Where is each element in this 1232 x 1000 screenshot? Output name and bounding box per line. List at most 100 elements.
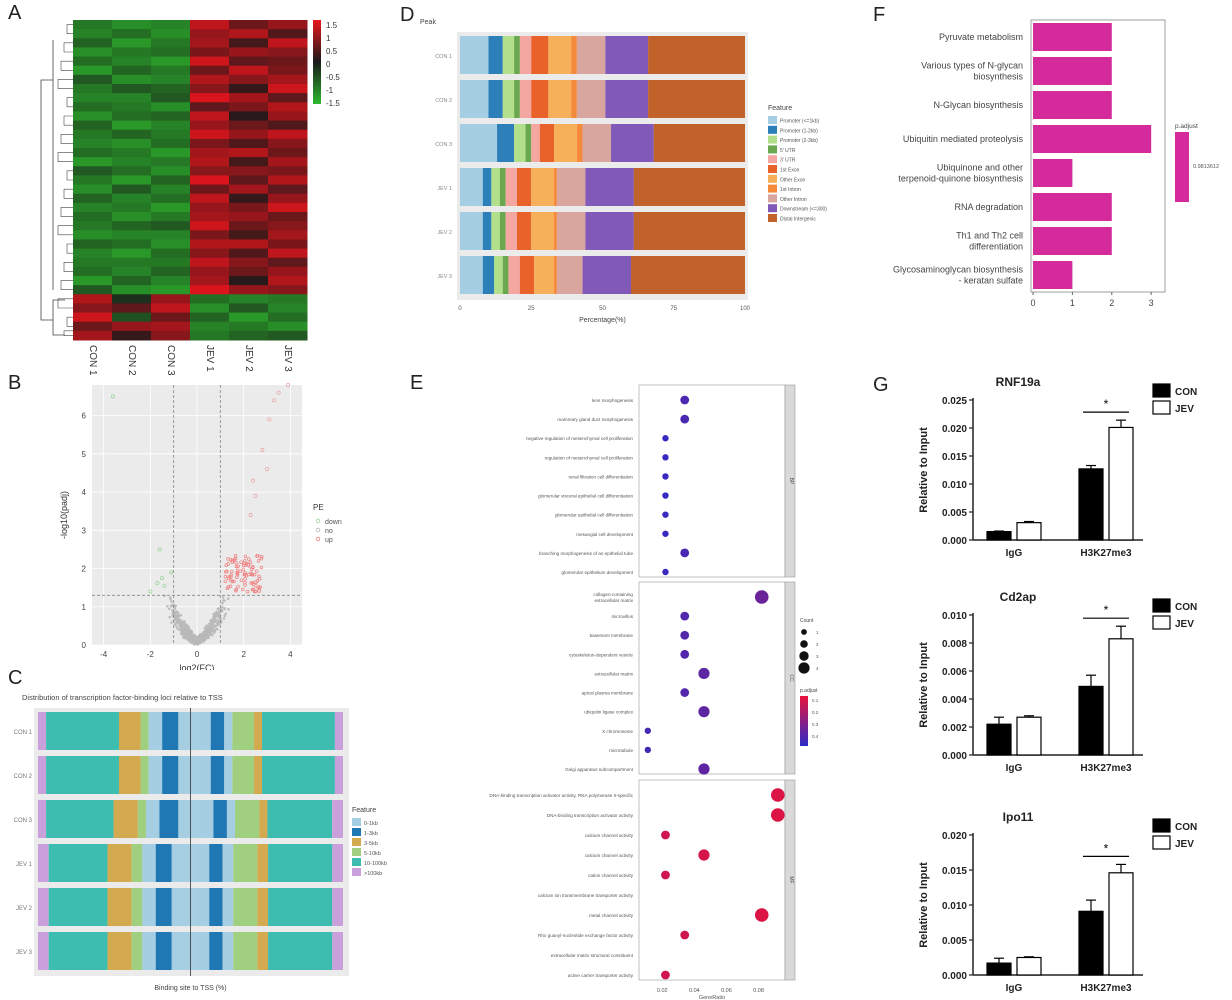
stacked-segment <box>48 888 108 926</box>
point-no <box>173 614 177 617</box>
bar <box>1016 716 1042 756</box>
heatmap-cell <box>229 166 269 176</box>
heatmap-cell <box>190 212 230 222</box>
colorbar-tick: 1 <box>326 34 331 43</box>
colorbar-tick: -1.5 <box>326 99 340 108</box>
point-no <box>211 618 215 621</box>
point-no <box>180 629 183 633</box>
heatmap-cell <box>190 120 230 131</box>
heatmap-cell <box>151 193 191 204</box>
stacked-segment <box>519 256 535 294</box>
heatmap-cell <box>112 65 152 76</box>
bar <box>1033 125 1152 153</box>
row-label: CON 3 <box>14 818 33 824</box>
stacked-segment <box>556 212 586 250</box>
heatmap-cell <box>151 93 191 103</box>
legend-swatch <box>352 848 361 856</box>
legend-label: JEV <box>1175 619 1194 630</box>
heatmap-cell <box>229 294 269 304</box>
heatmap-cell <box>73 129 113 140</box>
term-label: glomerular epithelial cell differentiati… <box>555 513 633 518</box>
term-label: renal filtration cell differentiation <box>568 474 633 479</box>
legend-title: Count <box>800 618 814 624</box>
legend-label: JEV <box>1175 404 1194 415</box>
heatmap-cell <box>268 276 308 286</box>
heatmap-cell <box>112 257 152 268</box>
legend-swatch <box>352 838 361 846</box>
legend-marker <box>800 640 808 648</box>
stacked-segment <box>222 932 234 970</box>
heatmap-cell <box>229 29 269 39</box>
heatmap-cell <box>112 29 152 39</box>
heatmap-cell <box>73 193 113 204</box>
legend-label: 3 <box>816 654 819 659</box>
point-up <box>247 557 251 561</box>
x-tick-label: 0.02 <box>657 988 668 994</box>
heatmap-cell <box>73 74 113 85</box>
category-label: biosynthesis <box>973 72 1023 82</box>
y-tick-label: 4 <box>82 488 87 497</box>
x-tick-label: H3K27me3 <box>1080 763 1132 774</box>
dendrogram-branch <box>63 261 73 272</box>
point-no <box>216 607 220 611</box>
category-label: Ubiquinone and other <box>937 163 1023 173</box>
heatmap-cell <box>73 138 113 149</box>
stacked-segment <box>213 800 227 838</box>
y-tick-label: 0.025 <box>942 396 967 407</box>
stacked-segment <box>232 712 254 750</box>
stacked-segment <box>46 756 119 794</box>
heatmap-cell <box>112 193 152 204</box>
point-up <box>250 567 254 571</box>
stacked-segment <box>235 800 260 838</box>
legend-swatch <box>352 858 361 866</box>
heatmap-cell <box>229 65 269 76</box>
stacked-segment <box>502 36 515 74</box>
heatmap-cell <box>112 266 152 277</box>
panel-label-g: G <box>873 374 889 396</box>
panel-label-f: F <box>873 4 886 26</box>
stacked-segment <box>178 756 187 794</box>
heatmap-cell <box>268 65 308 76</box>
heatmap-cell <box>190 330 230 341</box>
bar <box>986 962 1012 976</box>
point-no <box>176 613 180 617</box>
stacked-segment <box>107 888 132 926</box>
stacked-segment <box>268 888 333 926</box>
heatmap-cell <box>73 175 113 186</box>
point-up <box>248 513 253 517</box>
point-no <box>217 620 220 624</box>
point-up <box>259 556 264 561</box>
heatmap-cell <box>112 312 152 323</box>
point-up <box>250 587 255 592</box>
y-tick-label: 0.000 <box>942 971 967 982</box>
heatmap-cell <box>112 93 152 103</box>
point-no <box>183 635 186 639</box>
stacked-segment <box>531 212 555 250</box>
heatmap-cell <box>73 38 113 48</box>
heatmap-cell <box>151 56 191 67</box>
point-up <box>223 579 228 584</box>
term-label: X chromosome <box>602 729 633 734</box>
heatmap-cell <box>229 56 269 67</box>
facet-strip <box>784 384 796 578</box>
point-no <box>212 631 216 635</box>
term-label: microtubule <box>609 748 633 753</box>
term-dot <box>662 435 669 442</box>
point-no <box>188 634 191 637</box>
legend-marker <box>315 518 321 524</box>
legend-label: 1 <box>816 630 819 635</box>
row-label: JEV 1 <box>437 186 452 192</box>
heatmap-cell <box>112 239 152 250</box>
x-tick-label: H3K27me3 <box>1080 548 1132 559</box>
legend-swatch <box>768 174 777 183</box>
stacked-segment <box>253 756 263 794</box>
heatmap-cell <box>151 74 191 85</box>
heatmap-cell <box>268 102 308 112</box>
heatmap-cell <box>268 47 308 58</box>
heatmap-cell <box>112 56 152 67</box>
legend-label: Downstream (<=300) <box>780 207 827 213</box>
legend-marker <box>315 536 321 542</box>
heatmap-cell <box>151 138 191 149</box>
bar <box>1033 193 1112 221</box>
bar <box>1033 227 1112 255</box>
